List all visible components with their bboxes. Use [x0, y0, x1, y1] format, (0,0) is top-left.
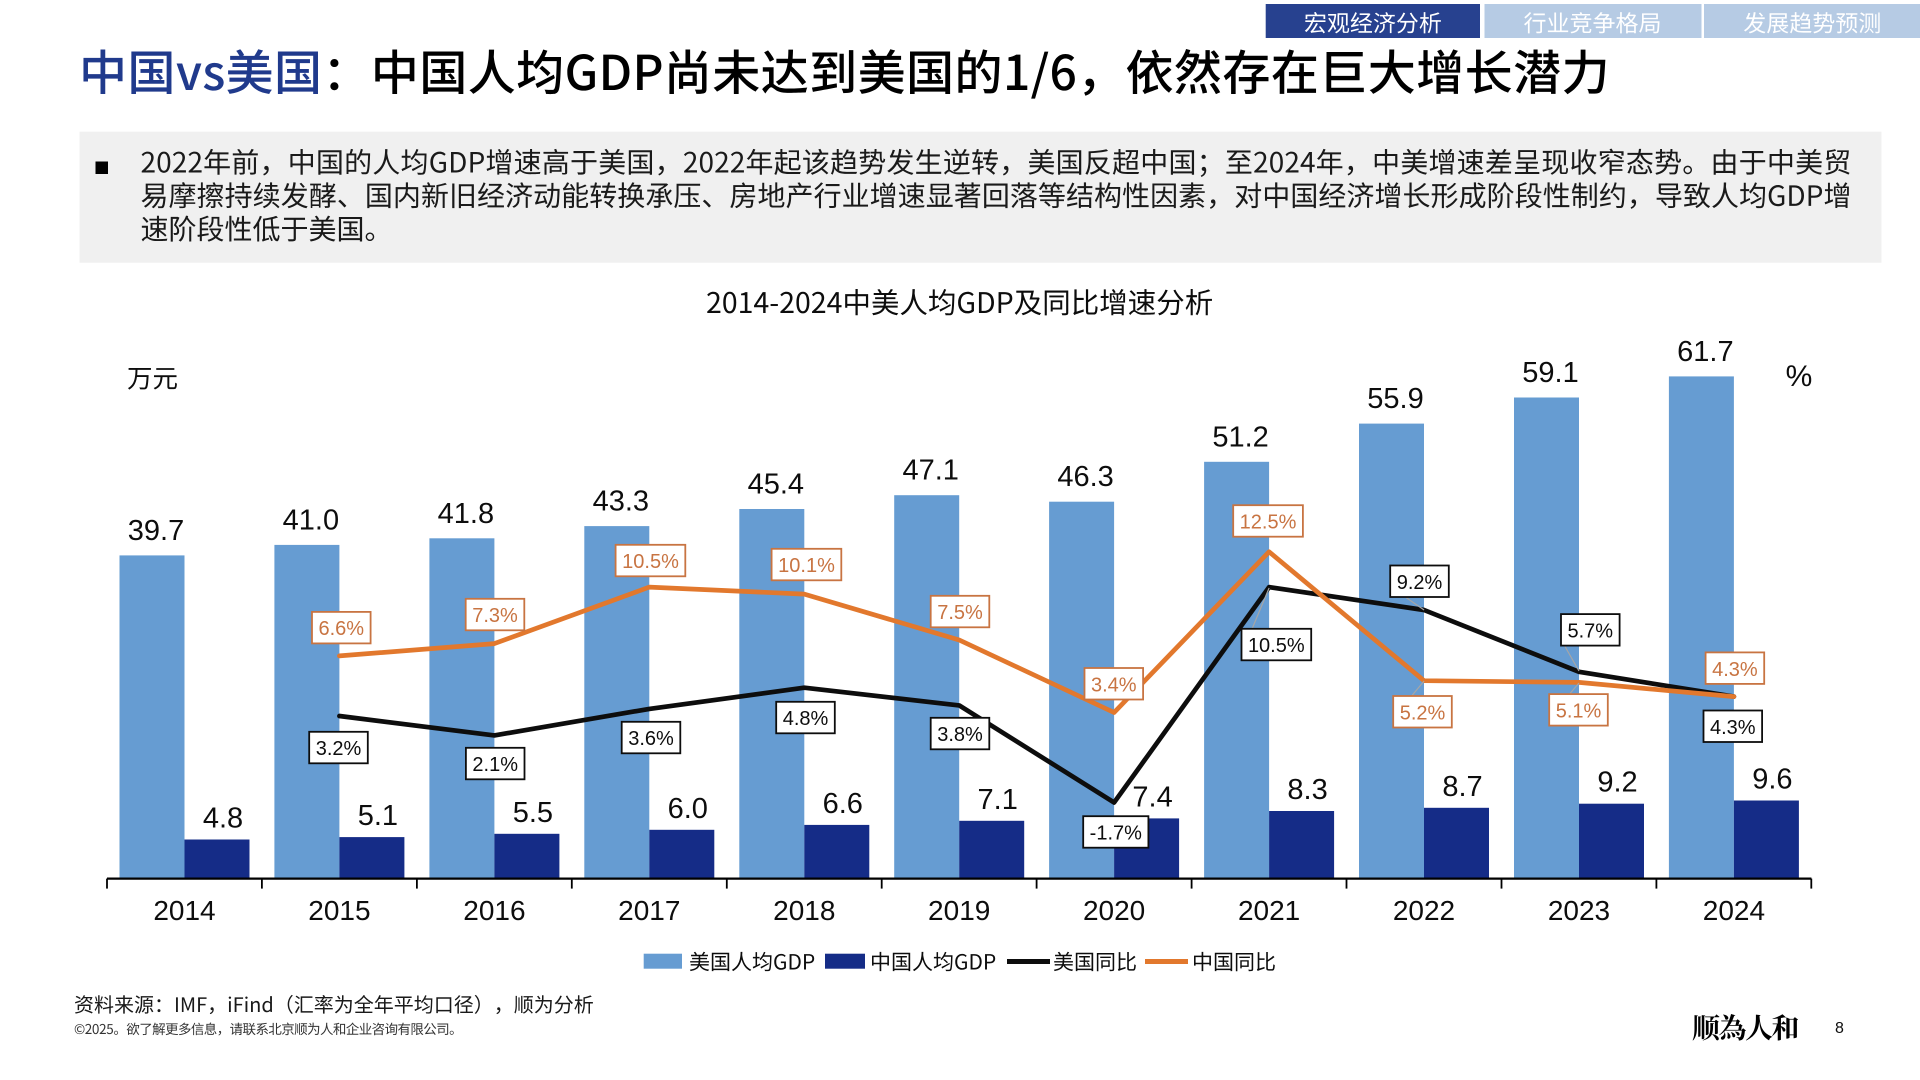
svg-text:3.4%: 3.4% [1091, 674, 1137, 696]
svg-text:5.2%: 5.2% [1400, 702, 1446, 724]
svg-text:3.8%: 3.8% [937, 724, 983, 746]
svg-text:41.0: 41.0 [283, 504, 339, 536]
svg-text:2024: 2024 [1703, 895, 1765, 926]
svg-text:4.3%: 4.3% [1710, 717, 1756, 739]
svg-text:46.3: 46.3 [1057, 461, 1113, 493]
svg-text:5.5: 5.5 [513, 797, 553, 829]
svg-text:51.2: 51.2 [1212, 421, 1268, 453]
svg-text:41.8: 41.8 [438, 498, 494, 530]
svg-text:5.1%: 5.1% [1556, 701, 1602, 723]
svg-text:2019: 2019 [928, 895, 990, 926]
svg-text:12.5%: 12.5% [1240, 512, 1297, 534]
svg-text:4.8: 4.8 [203, 803, 243, 835]
svg-text:39.7: 39.7 [128, 515, 184, 547]
svg-text:7.5%: 7.5% [937, 602, 983, 624]
svg-text:5.7%: 5.7% [1568, 621, 1614, 643]
svg-text:4.8%: 4.8% [783, 708, 829, 730]
svg-text:10.5%: 10.5% [1248, 635, 1305, 657]
svg-text:2023: 2023 [1548, 895, 1610, 926]
svg-text:2.1%: 2.1% [472, 754, 518, 776]
svg-text:2020: 2020 [1083, 895, 1145, 926]
svg-text:2022: 2022 [1393, 895, 1455, 926]
svg-text:10.5%: 10.5% [622, 551, 679, 573]
svg-text:6.6: 6.6 [823, 788, 863, 820]
svg-text:2016: 2016 [463, 895, 525, 926]
svg-text:%: % [1786, 360, 1813, 393]
svg-text:7.3%: 7.3% [472, 605, 518, 627]
svg-text:10.1%: 10.1% [778, 555, 835, 577]
svg-text:7.1: 7.1 [978, 784, 1018, 816]
svg-text:-1.7%: -1.7% [1090, 823, 1142, 845]
svg-text:6.0: 6.0 [668, 793, 708, 825]
svg-text:7.4: 7.4 [1132, 781, 1172, 813]
svg-text:8.3: 8.3 [1287, 774, 1327, 806]
svg-text:2017: 2017 [618, 895, 680, 926]
svg-text:55.9: 55.9 [1367, 383, 1423, 415]
svg-text:2015: 2015 [308, 895, 370, 926]
svg-text:59.1: 59.1 [1522, 357, 1578, 389]
svg-text:47.1: 47.1 [902, 455, 958, 487]
svg-text:2021: 2021 [1238, 895, 1300, 926]
svg-text:45.4: 45.4 [748, 469, 804, 501]
svg-text:2014: 2014 [153, 895, 215, 926]
svg-text:9.6: 9.6 [1752, 764, 1792, 796]
svg-text:43.3: 43.3 [593, 486, 649, 518]
svg-text:9.2: 9.2 [1597, 767, 1637, 799]
svg-text:8.7: 8.7 [1442, 771, 1482, 803]
svg-text:8: 8 [1835, 1020, 1844, 1037]
svg-text:4.3%: 4.3% [1712, 659, 1758, 681]
svg-text:2018: 2018 [773, 895, 835, 926]
svg-text:61.7: 61.7 [1677, 336, 1733, 368]
svg-text:6.6%: 6.6% [319, 618, 365, 640]
svg-text:3.2%: 3.2% [316, 738, 362, 760]
svg-text:5.1: 5.1 [358, 800, 398, 832]
svg-text:3.6%: 3.6% [628, 728, 674, 750]
svg-text:9.2%: 9.2% [1397, 572, 1443, 594]
